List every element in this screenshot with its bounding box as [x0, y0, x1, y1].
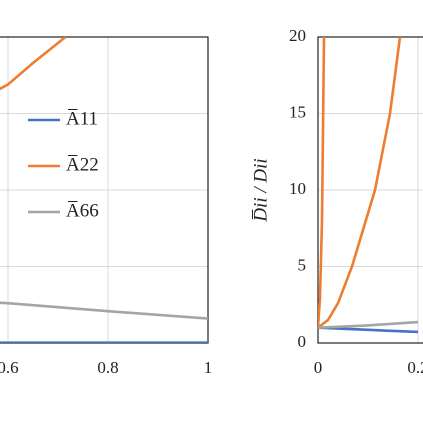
x-tick-label: 0.8	[97, 358, 118, 377]
series-line	[0, 37, 67, 91]
y-tick-label: 20	[289, 26, 306, 45]
plot-frame	[0, 36, 209, 344]
y-tick-label: 15	[289, 102, 306, 121]
x-tick-label: 0	[314, 358, 323, 377]
series-group	[0, 37, 208, 343]
y-tick-label: 5	[298, 255, 307, 274]
x-tick-label: 0.6	[0, 358, 19, 377]
legend-label: A̅66	[66, 200, 99, 221]
legend-label: A̅11	[66, 108, 98, 129]
x-tick-label: 0.2	[407, 358, 423, 377]
series-line	[0, 301, 208, 320]
series-line	[318, 320, 419, 329]
series-group	[318, 37, 419, 334]
y-tick-label: 0	[298, 332, 307, 351]
series-line	[318, 326, 419, 334]
y-axis-label: D̅ii / Dii	[250, 158, 271, 222]
series-line	[318, 37, 402, 329]
y-tick-label: 10	[289, 179, 306, 198]
series-line	[318, 37, 326, 328]
legend-label: A̅22	[66, 154, 99, 175]
plot-frame	[317, 36, 423, 344]
x-tick-label: 1	[204, 358, 213, 377]
